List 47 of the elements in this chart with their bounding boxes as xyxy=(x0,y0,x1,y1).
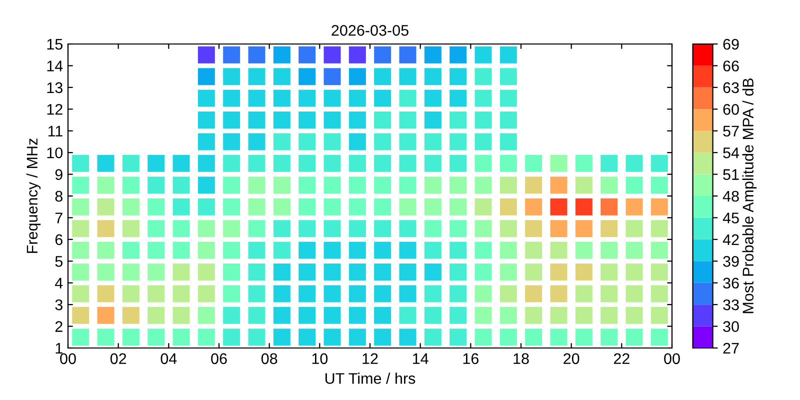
color-bar-label: 48 xyxy=(722,190,739,202)
color-bar-label: 63 xyxy=(723,82,739,94)
y-tick-label: 15 xyxy=(47,39,62,50)
y-tick-label: 12 xyxy=(47,104,62,115)
color-bar-label: 39 xyxy=(723,256,739,267)
chart-title: 2026-03-05 xyxy=(332,25,408,36)
y-tick-label: 8 xyxy=(55,190,62,202)
x-tick-label: 16 xyxy=(463,353,478,364)
color-bar-label: 54 xyxy=(723,148,740,158)
x-tick-label: 06 xyxy=(211,353,227,364)
x-tick-label: 00 xyxy=(60,353,76,364)
color-bar-label: 27 xyxy=(723,342,739,354)
y-axis-title: Frequency / MHz xyxy=(26,138,41,253)
y-tick-label: 3 xyxy=(55,299,62,310)
x-tick-label: 02 xyxy=(110,353,126,364)
x-tick-label: 00 xyxy=(664,353,680,364)
color-bar-label: 45 xyxy=(722,212,739,224)
x-tick-label: 18 xyxy=(514,353,529,364)
color-bar-label: 60 xyxy=(723,104,739,115)
color-bar-label: 57 xyxy=(723,126,739,137)
color-bar-label: 42 xyxy=(722,234,739,245)
color-bar-label: 66 xyxy=(723,60,739,72)
y-tick-label: 2 xyxy=(55,321,62,332)
x-tick-label: 08 xyxy=(261,353,278,364)
x-tick-label: 04 xyxy=(160,353,177,364)
color-bar-label: 69 xyxy=(723,38,739,50)
color-bar-label: 30 xyxy=(723,321,739,332)
color-bar-label: 33 xyxy=(723,299,739,310)
x-tick-label: 14 xyxy=(413,353,428,364)
x-axis-title: UT Time / hrs xyxy=(325,372,416,384)
color-bar-label: 36 xyxy=(723,278,739,289)
y-tick-label: 10 xyxy=(47,147,63,158)
y-tick-label: 9 xyxy=(55,169,62,180)
color-bar-title: Most Probable Amplitude MPA / dB xyxy=(742,78,757,314)
y-tick-label: 1 xyxy=(56,343,62,354)
y-tick-label: 4 xyxy=(54,278,63,288)
y-tick-label: 14 xyxy=(47,60,63,72)
y-tick-label: 13 xyxy=(47,82,62,94)
y-tick-label: 7 xyxy=(55,212,62,224)
y-tick-label: 6 xyxy=(55,234,62,246)
x-tick-label: 20 xyxy=(564,353,580,364)
x-tick-label: 22 xyxy=(614,353,630,364)
color-bar-label: 51 xyxy=(723,169,739,180)
x-tick-label: 10 xyxy=(312,353,328,364)
y-tick-label: 11 xyxy=(48,126,62,136)
y-tick-label: 5 xyxy=(55,256,62,267)
x-tick-label: 12 xyxy=(362,353,378,364)
